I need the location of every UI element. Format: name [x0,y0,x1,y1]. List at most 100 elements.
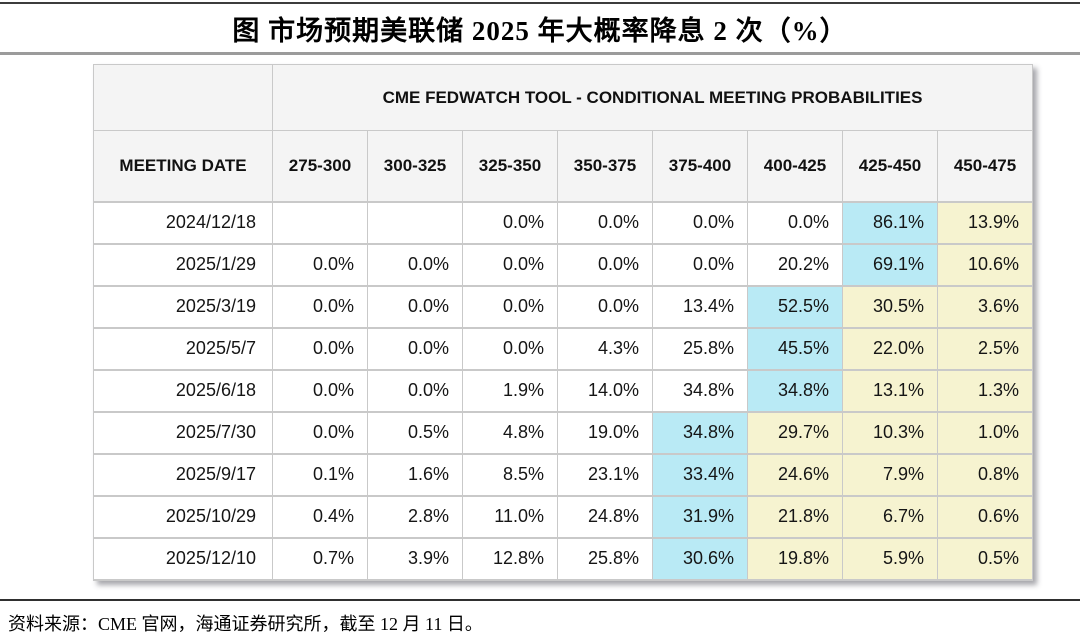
probability-cell: 2.5% [936,326,1034,371]
probability-cell: 23.1% [557,452,653,497]
probability-cell: 86.1% [842,200,938,245]
probability-cell: 13.1% [842,368,938,413]
probability-cell: 0.0% [272,410,368,455]
probability-cell: 1.6% [367,452,463,497]
rate-range-header: 350-375 [557,130,653,202]
probability-cell: 0.0% [367,368,463,413]
table-row: 2024/12/18 0.0% 0.0% 0.0% 0.0% 86.1% 13.9% [93,200,1034,245]
probability-cell: 0.0% [557,200,653,245]
probability-cell: 0.0% [462,284,558,329]
meeting-date-cell: 2025/5/7 [93,326,273,371]
probability-cell: 1.3% [936,368,1034,413]
probability-cell: 0.0% [652,200,748,245]
table-body: 2024/12/18 0.0% 0.0% 0.0% 0.0% 86.1% 13.9% 2025… [93,200,1034,581]
table-row: 2025/3/19 0.0% 0.0% 0.0% 0.0% 13.4% 52.5% 30.5%… [93,284,1034,329]
rate-range-header: 300-325 [367,130,463,202]
table-banner: CME FEDWATCH TOOL - CONDITIONAL MEETING … [271,64,1034,131]
probability-cell: 31.9% [652,494,748,539]
probability-cell: 0.8% [936,452,1034,497]
probability-cell: 0.0% [272,284,368,329]
source-note: 资料来源：CME 官网，海通证券研究所，截至 12 月 11 日。 [8,614,483,634]
probability-cell: 20.2% [747,242,843,287]
probability-cell: 0.0% [272,326,368,371]
probability-cell: 0.0% [652,242,748,287]
banner-row: CME FEDWATCH TOOL - CONDITIONAL MEETING … [93,64,1034,131]
probability-cell: 7.9% [842,452,938,497]
probability-cell: 30.6% [652,536,748,581]
rate-range-header: 400-425 [747,130,843,202]
probability-cell: 13.4% [652,284,748,329]
table-row: 2025/10/29 0.4% 2.8% 11.0% 24.8% 31.9% 21.8% 6.… [93,494,1034,539]
probability-cell: 4.8% [462,410,558,455]
probability-cell: 33.4% [652,452,748,497]
probability-cell: 21.8% [747,494,843,539]
probability-cell: 0.5% [936,536,1034,581]
probability-cell: 3.9% [367,536,463,581]
probability-cell: 34.8% [747,368,843,413]
figure-title: 图 市场预期美联储 2025 年大概率降息 2 次（%） [232,16,848,46]
probability-cell: 0.4% [272,494,368,539]
probability-cell: 29.7% [747,410,843,455]
probability-cell: 52.5% [747,284,843,329]
probability-cell: 34.8% [652,410,748,455]
table-row: 2025/7/30 0.0% 0.5% 4.8% 19.0% 34.8% 29.7% 10.3… [93,410,1034,455]
probability-cell: 0.0% [462,326,558,371]
table-row: 2025/12/10 0.7% 3.9% 12.8% 25.8% 30.6% 19.8% 5.… [93,536,1034,581]
meeting-date-cell: 2025/12/10 [93,536,273,581]
meeting-date-cell: 2025/7/30 [93,410,273,455]
meeting-date-cell: 2025/1/29 [93,242,273,287]
table-row: 2025/1/29 0.0% 0.0% 0.0% 0.0% 0.0% 20.2% 69.1% 1… [93,242,1034,287]
probability-cell: 10.3% [842,410,938,455]
probability-cell: 24.6% [747,452,843,497]
probability-cell: 0.0% [367,284,463,329]
banner-empty-cell [93,64,273,131]
probability-cell [367,200,463,245]
probability-cell: 8.5% [462,452,558,497]
probability-cell: 0.0% [367,326,463,371]
rate-range-header: 275-300 [272,130,368,202]
probability-cell: 0.0% [462,200,558,245]
probability-cell: 11.0% [462,494,558,539]
probability-cell: 30.5% [842,284,938,329]
probability-cell: 0.0% [272,242,368,287]
probability-cell: 0.7% [272,536,368,581]
footer-divider [0,599,1080,601]
meeting-date-cell: 2025/3/19 [93,284,273,329]
probability-cell: 34.8% [652,368,748,413]
probability-cell: 10.6% [936,242,1034,287]
probability-cell [272,200,368,245]
probability-cell: 19.8% [747,536,843,581]
meeting-date-cell: 2025/6/18 [93,368,273,413]
probability-cell: 0.5% [367,410,463,455]
probability-cell: 1.9% [462,368,558,413]
probability-cell: 0.0% [462,242,558,287]
probability-cell: 0.0% [557,284,653,329]
fedwatch-probability-table: CME FEDWATCH TOOL - CONDITIONAL MEETING … [93,64,1034,581]
probability-cell: 25.8% [652,326,748,371]
rate-range-header: 375-400 [652,130,748,202]
table-row: 2025/6/18 0.0% 0.0% 1.9% 14.0% 34.8% 34.8% 13.1… [93,368,1034,413]
meeting-date-header: MEETING DATE [93,130,273,202]
probability-cell: 2.8% [367,494,463,539]
probability-cell: 13.9% [936,200,1034,245]
probability-cell: 1.0% [936,410,1034,455]
probability-cell: 45.5% [747,326,843,371]
table-row: 2025/5/7 0.0% 0.0% 0.0% 4.3% 25.8% 45.5% 22.0% 2… [93,326,1034,371]
table-row: 2025/9/17 0.1% 1.6% 8.5% 23.1% 33.4% 24.6% 7.9%… [93,452,1034,497]
fedwatch-table-container: CME FEDWATCH TOOL - CONDITIONAL MEETING … [93,64,1034,581]
probability-cell: 0.6% [936,494,1034,539]
rate-range-header: 425-450 [842,130,938,202]
probability-cell: 3.6% [936,284,1034,329]
column-header-row: MEETING DATE 275-300 300-325 325-350 350-37… [93,130,1034,202]
probability-cell: 25.8% [557,536,653,581]
probability-cell: 19.0% [557,410,653,455]
probability-cell: 12.8% [462,536,558,581]
rate-range-header: 450-475 [936,130,1034,202]
probability-cell: 22.0% [842,326,938,371]
probability-cell: 4.3% [557,326,653,371]
probability-cell: 0.0% [557,242,653,287]
rate-range-header: 325-350 [462,130,558,202]
probability-cell: 14.0% [557,368,653,413]
probability-cell: 0.0% [747,200,843,245]
probability-cell: 5.9% [842,536,938,581]
